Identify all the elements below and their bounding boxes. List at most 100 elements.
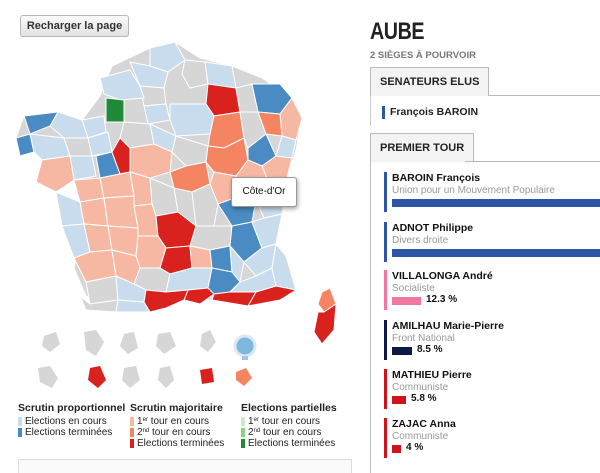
tab-premier-tour[interactable]: PREMIER TOUR <box>370 133 475 162</box>
legend-label: Elections terminées <box>25 427 113 438</box>
overseas-nc <box>158 366 174 388</box>
dept-cher <box>129 143 173 179</box>
legend-item: Elections terminées <box>18 427 125 438</box>
department-title: AUBE <box>370 18 425 45</box>
overseas-mayotte <box>200 330 216 352</box>
candidate-party: Communiste <box>392 431 449 442</box>
vote-share-bar <box>392 347 412 355</box>
dept-seine-et-marne <box>169 103 215 137</box>
overseas-guadeloupe <box>42 332 60 352</box>
legend-label: 2nd tour en cours <box>248 427 322 438</box>
candidate-party: Front National <box>392 333 455 344</box>
legend-proportional: Scrutin proportionnel Elections en cours… <box>18 402 125 438</box>
dept-ile <box>105 97 125 123</box>
overseas-martin <box>236 368 252 386</box>
dept-seine-maritime <box>99 69 145 101</box>
overseas-polynesie <box>122 366 140 388</box>
dept-vienne <box>103 195 139 229</box>
dept-herault <box>183 287 215 305</box>
dept-manche <box>23 111 59 135</box>
party-color-stripe <box>384 222 387 262</box>
legend-label: 1er tour en cours <box>137 416 210 427</box>
dept-somme <box>129 61 169 89</box>
legend-swatch <box>130 428 134 437</box>
legend-item: Elections terminées <box>241 438 337 449</box>
candidate-name: AMILHAU Marie-Pierre <box>392 320 505 332</box>
legend-majority: Scrutin majoritaire 1er tour en cours 2n… <box>130 402 224 449</box>
candidate-row: BAROIN François Union pour un Mouvement P… <box>384 172 600 212</box>
legend-swatch <box>130 439 134 448</box>
globe-stand <box>242 356 248 360</box>
candidate-name: MATHIEU Pierre <box>392 369 472 381</box>
candidate-name: ZAJAC Anna <box>392 418 456 430</box>
dept-bretagne <box>29 133 71 161</box>
elected-senator: François BAROIN <box>382 104 478 120</box>
dept-var <box>247 285 298 307</box>
candidate-row: ADNOT Philippe Divers droite <box>384 222 600 262</box>
france-map[interactable] <box>0 40 360 400</box>
dept-deux-sevres <box>79 197 109 227</box>
candidate-name: ADNOT Philippe <box>392 222 474 234</box>
candidate-party: Communiste <box>392 382 449 393</box>
dept-nord <box>149 41 186 73</box>
party-color-stripe <box>384 320 387 360</box>
dept-savoie <box>251 213 283 249</box>
dept-aisne <box>181 59 209 89</box>
elected-box <box>370 96 600 126</box>
dept-loire-atl <box>35 155 75 193</box>
legend-swatch <box>18 428 22 437</box>
overseas-wallis <box>88 366 106 388</box>
legend-item: Elections terminées <box>130 438 224 449</box>
vote-share-bar <box>392 396 406 404</box>
party-color-stripe <box>384 418 387 458</box>
legend-label: Elections en cours <box>25 416 107 427</box>
reload-page-button[interactable]: Recharger la page <box>20 15 129 37</box>
panel-divider <box>488 95 600 96</box>
legend-label: Elections terminées <box>248 438 336 449</box>
overseas-globe <box>233 334 257 358</box>
candidate-party: Socialiste <box>392 283 435 294</box>
vote-share-bar <box>392 297 421 305</box>
legend-swatch <box>241 417 245 426</box>
legend-swatch <box>130 417 134 426</box>
legend-partial: Elections partielles 1er tour en cours 2… <box>241 402 337 449</box>
legend-proportional-title: Scrutin proportionnel <box>18 402 126 414</box>
legend-item: 2nd tour en cours <box>241 427 337 438</box>
overseas-martinique <box>84 330 104 356</box>
candidate-row: MATHIEU Pierre Communiste 5.8 % <box>384 369 600 409</box>
tab-senateurs-elus[interactable]: SENATEURS ELUS <box>370 67 490 96</box>
candidate-name: VILLALONGA André <box>392 270 493 282</box>
candidate-row: AMILHAU Marie-Pierre Front National 8.5 % <box>384 320 600 360</box>
vote-share-label: 12.3 % <box>426 294 458 305</box>
candidate-name: BAROIN François <box>392 172 481 184</box>
legend-item: Elections en cours <box>18 416 125 427</box>
candidate-row: VILLALONGA André Socialiste 12.3 % <box>384 270 600 310</box>
vote-share-bar <box>392 249 600 257</box>
legend-label: Elections terminées <box>137 438 225 449</box>
first-round-panel: PREMIER TOUR BAROIN François Union pour u… <box>370 133 600 473</box>
bottom-panel <box>18 459 352 473</box>
vote-share-label: 5.8 % <box>411 393 437 404</box>
dept-corse-sud <box>313 303 337 345</box>
first-round-box: BAROIN François Union pour un Mouvement P… <box>370 162 600 473</box>
vote-share-label: 4 % <box>406 442 424 453</box>
dept-oise <box>139 85 167 107</box>
candidate-row: ZAJAC Anna Communiste 4 % <box>384 418 600 458</box>
dept-aude <box>143 289 189 313</box>
legend-partial-title: Elections partielles <box>241 402 337 414</box>
legend-item: 1er tour en cours <box>241 416 337 427</box>
overseas-barth <box>200 368 214 384</box>
dept-haute-loire <box>189 245 213 269</box>
senator-name: François BAROIN <box>390 106 479 118</box>
dept-alpes-maritimes <box>271 242 297 291</box>
panel-divider <box>465 161 600 162</box>
dept-val-doise <box>143 103 171 125</box>
legend-swatch <box>241 439 245 448</box>
legend-label: 2nd tour en cours <box>137 427 211 438</box>
candidate-party: Union pour un Mouvement Populaire <box>392 185 555 196</box>
vote-share-label: 8.5 % <box>417 344 443 355</box>
map-tooltip: Côte-d'Or <box>231 177 297 207</box>
legend-swatch <box>18 417 22 426</box>
legend-item: 2nd tour en cours <box>130 427 224 438</box>
legend-label: 1er tour en cours <box>248 416 321 427</box>
